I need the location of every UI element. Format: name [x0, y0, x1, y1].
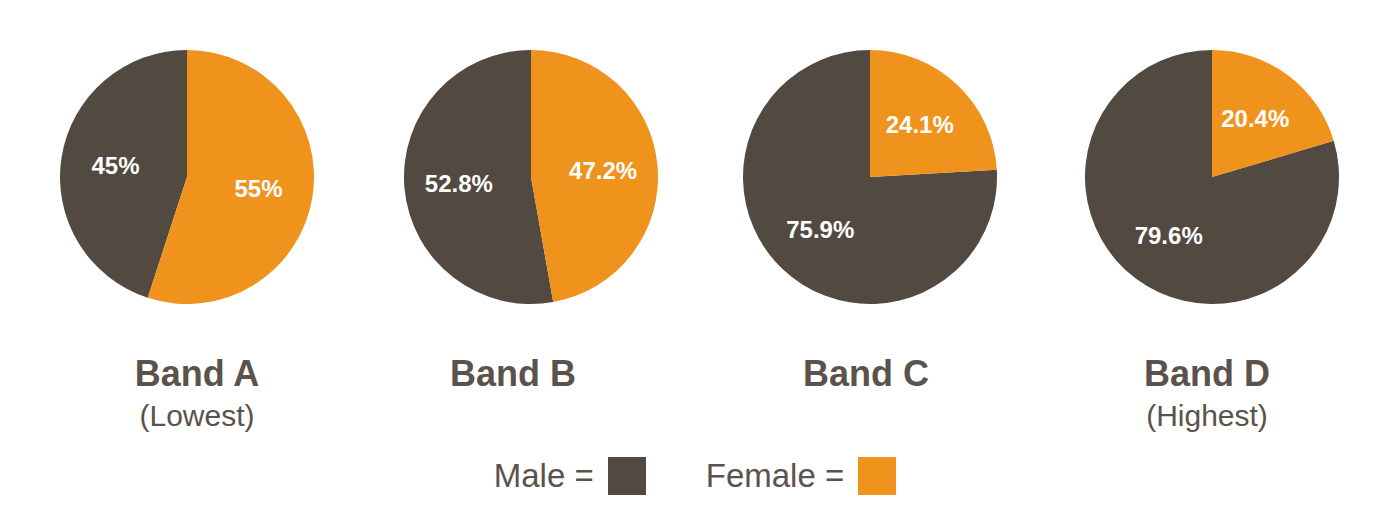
svg-text:52.8%: 52.8% — [425, 170, 493, 197]
html-text:Band C: Band C — [803, 353, 929, 394]
svg-text:47.2%: 47.2% — [569, 157, 637, 184]
svg-text:20.4%: 20.4% — [1221, 105, 1289, 132]
html-text:Band B: Band B — [450, 353, 576, 394]
html-text:Band D: Band D — [1144, 353, 1270, 394]
svg-text:55%: 55% — [234, 175, 282, 202]
html-text:(Lowest): (Lowest) — [139, 399, 255, 432]
svg-text:79.6%: 79.6% — [1135, 222, 1203, 249]
html-text:Band A: Band A — [134, 353, 260, 394]
svg-text:45%: 45% — [91, 152, 139, 179]
svg-text:24.1%: 24.1% — [886, 111, 954, 138]
svg-text:75.9%: 75.9% — [786, 216, 854, 243]
html-text:Female =: Female = — [705, 457, 845, 494]
html-text:Male =: Male = — [493, 457, 594, 494]
html-text:(Highest): (Highest) — [1146, 399, 1268, 432]
